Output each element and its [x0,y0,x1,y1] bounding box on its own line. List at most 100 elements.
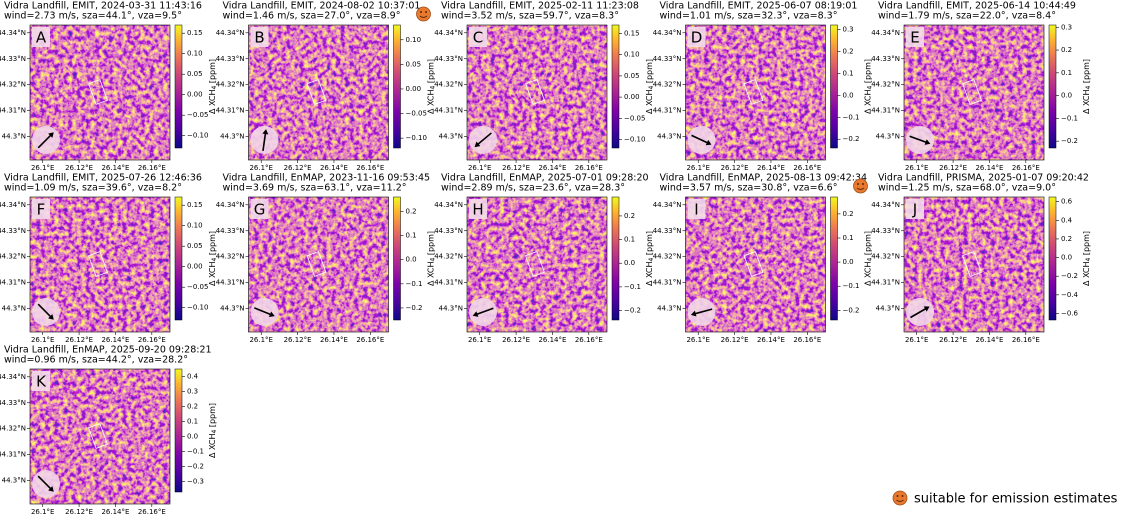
colorbar-tick-label: −0.05 [187,283,208,291]
y-tick-label: 44.32°N [0,81,26,89]
y-tick-label: 44.32°N [0,253,26,261]
colorbar-tick-label: 0.3 [1061,23,1072,31]
panel-subtitle: wind=2.73 m/s, sza=44.1°, vza=9.5° [4,11,182,22]
panel-title: Vidra Landfill, EnMAP, 2025-07-01 09:28:… [441,173,649,184]
wind-arrow-head [262,129,269,135]
panel-label: J [912,201,917,219]
colorbar-label-part: [ppm] [208,59,217,86]
y-tick-label: 44.34°N [0,29,26,37]
y-tick-label: 44.3°N [439,305,463,313]
colorbar-tick-label: −0.3 [187,478,204,486]
legend-icon-mouth [896,499,904,502]
panel-label-box [250,27,269,47]
colorbar-tick-label: 0.05 [187,242,203,250]
colorbar-tick-label: 0.1 [843,69,854,77]
y-tick-label: 44.31°N [0,279,26,287]
site-outline [743,79,764,105]
panel-label: G [254,201,266,219]
colorbar-tick-label: 0.6 [1061,198,1073,206]
panel-subtitle: wind=0.96 m/s, sza=44.2°, vza=28.2° [4,355,188,366]
x-tick-label: 26.1°E [249,336,273,344]
colorbar-label-sub: 4 [211,86,218,90]
colorbar-tick-label: 0.3 [187,388,198,396]
panel: Vidra Landfill, EMIT, 2025-06-07 08:19:0… [653,1,873,173]
panel-label: D [691,29,703,47]
panel-label: E [910,29,919,47]
colorbar [611,196,620,321]
wind-arrow-head [48,486,54,492]
x-tick-label: 26.12°E [721,336,749,344]
y-tick-label: 44.33°N [871,227,900,235]
y-tick-label: 44.32°N [434,253,463,261]
wind-arrow [693,308,713,315]
y-tick-label: 44.3°N [2,305,26,313]
colorbar-tick-label: 0.1 [843,234,854,242]
colorbar-tick-label: 0.2 [843,210,854,218]
y-tick-label: 44.33°N [0,55,26,63]
wind-arrow-head [923,306,930,312]
panel-title: Vidra Landfill, EnMAP, 2025-09-20 09:28:… [4,345,212,356]
colorbar-tick-label: −0.1 [406,280,423,288]
colorbar-tick-label: 0.2 [406,207,417,215]
colorbar-tick-label: 0.1 [406,232,417,240]
suitable-icon-mouth [856,187,865,190]
colorbar-label: Δ XCH4 [ppm] [1082,231,1092,286]
colorbar-tick-label: −0.1 [843,113,860,121]
map-frame [903,24,1045,161]
colorbar [830,196,838,321]
legend-text: suitable for emission estimates [914,492,1118,507]
site-outline [306,79,327,105]
y-tick-label: 44.3°N [2,477,26,485]
x-tick-label: 26.12°E [502,164,530,172]
y-tick-label: 44.32°N [0,425,26,433]
y-tick-label: 44.3°N [2,133,26,141]
y-tick-label: 44.34°N [653,201,682,209]
y-tick-label: 44.33°N [434,227,463,235]
wind-arrow [37,303,53,319]
colorbar-label: Δ XCH4 [ppm] [1082,59,1092,114]
site-outline [306,251,327,277]
y-tick-label: 44.3°N [220,133,244,141]
wind-arrow [37,133,53,149]
colorbar-tick-label: 0.10 [624,51,640,59]
colorbar-tick-label: 0.2 [187,403,198,411]
x-tick-label: 26.14°E [538,336,566,344]
y-tick-label: 44.31°N [871,107,900,115]
panel-subtitle: wind=2.89 m/s, sza=23.6°, vza=28.3° [441,183,625,194]
y-tick-label: 44.33°N [871,55,900,63]
y-tick-label: 44.31°N [0,451,26,459]
x-tick-label: 26.16°E [138,508,166,516]
panel-label-box [32,27,50,47]
x-tick-label: 26.16°E [575,164,603,172]
x-tick-label: 26.12°E [284,336,312,344]
x-tick-label: 26.1°E [31,508,55,516]
y-tick-label: 44.33°N [0,399,26,407]
colorbar-label: Δ XCH4 [ppm] [208,403,218,458]
colorbar [830,24,838,149]
map-frame [685,196,826,333]
map-frame [29,24,171,161]
suitable-icon-mouth [419,15,428,18]
colorbar [393,24,401,149]
y-tick-label: 44.32°N [216,253,245,261]
suitable-icon [416,6,431,22]
wind-arrow [476,132,492,146]
y-tick-label: 44.34°N [216,201,245,209]
wind-arrow-head [474,141,481,148]
x-tick-label: 26.1°E [686,164,710,172]
y-tick-label: 44.31°N [216,107,245,115]
colorbar-tick-label: −0.10 [624,136,645,144]
y-tick-label: 44.32°N [434,81,463,89]
y-tick-label: 44.32°N [653,81,682,89]
panel-label-box [687,27,706,47]
panel-subtitle: wind=1.46 m/s, sza=27.0°, vza=8.9° [223,11,401,22]
x-tick-label: 26.16°E [575,336,603,344]
y-tick-label: 44.33°N [0,227,26,235]
colorbar-tick-label: −0.1 [624,283,641,291]
colorbar-tick-label: 0.00 [187,263,203,271]
panel-title: Vidra Landfill, EMIT, 2025-02-11 11:23:0… [441,1,639,12]
panel: Vidra Landfill, EMIT, 2025-06-14 10:44:4… [871,1,1091,173]
wind-arrow-head [690,310,697,317]
panel: Vidra Landfill, PRISMA, 2025-01-07 09:20… [871,173,1091,345]
